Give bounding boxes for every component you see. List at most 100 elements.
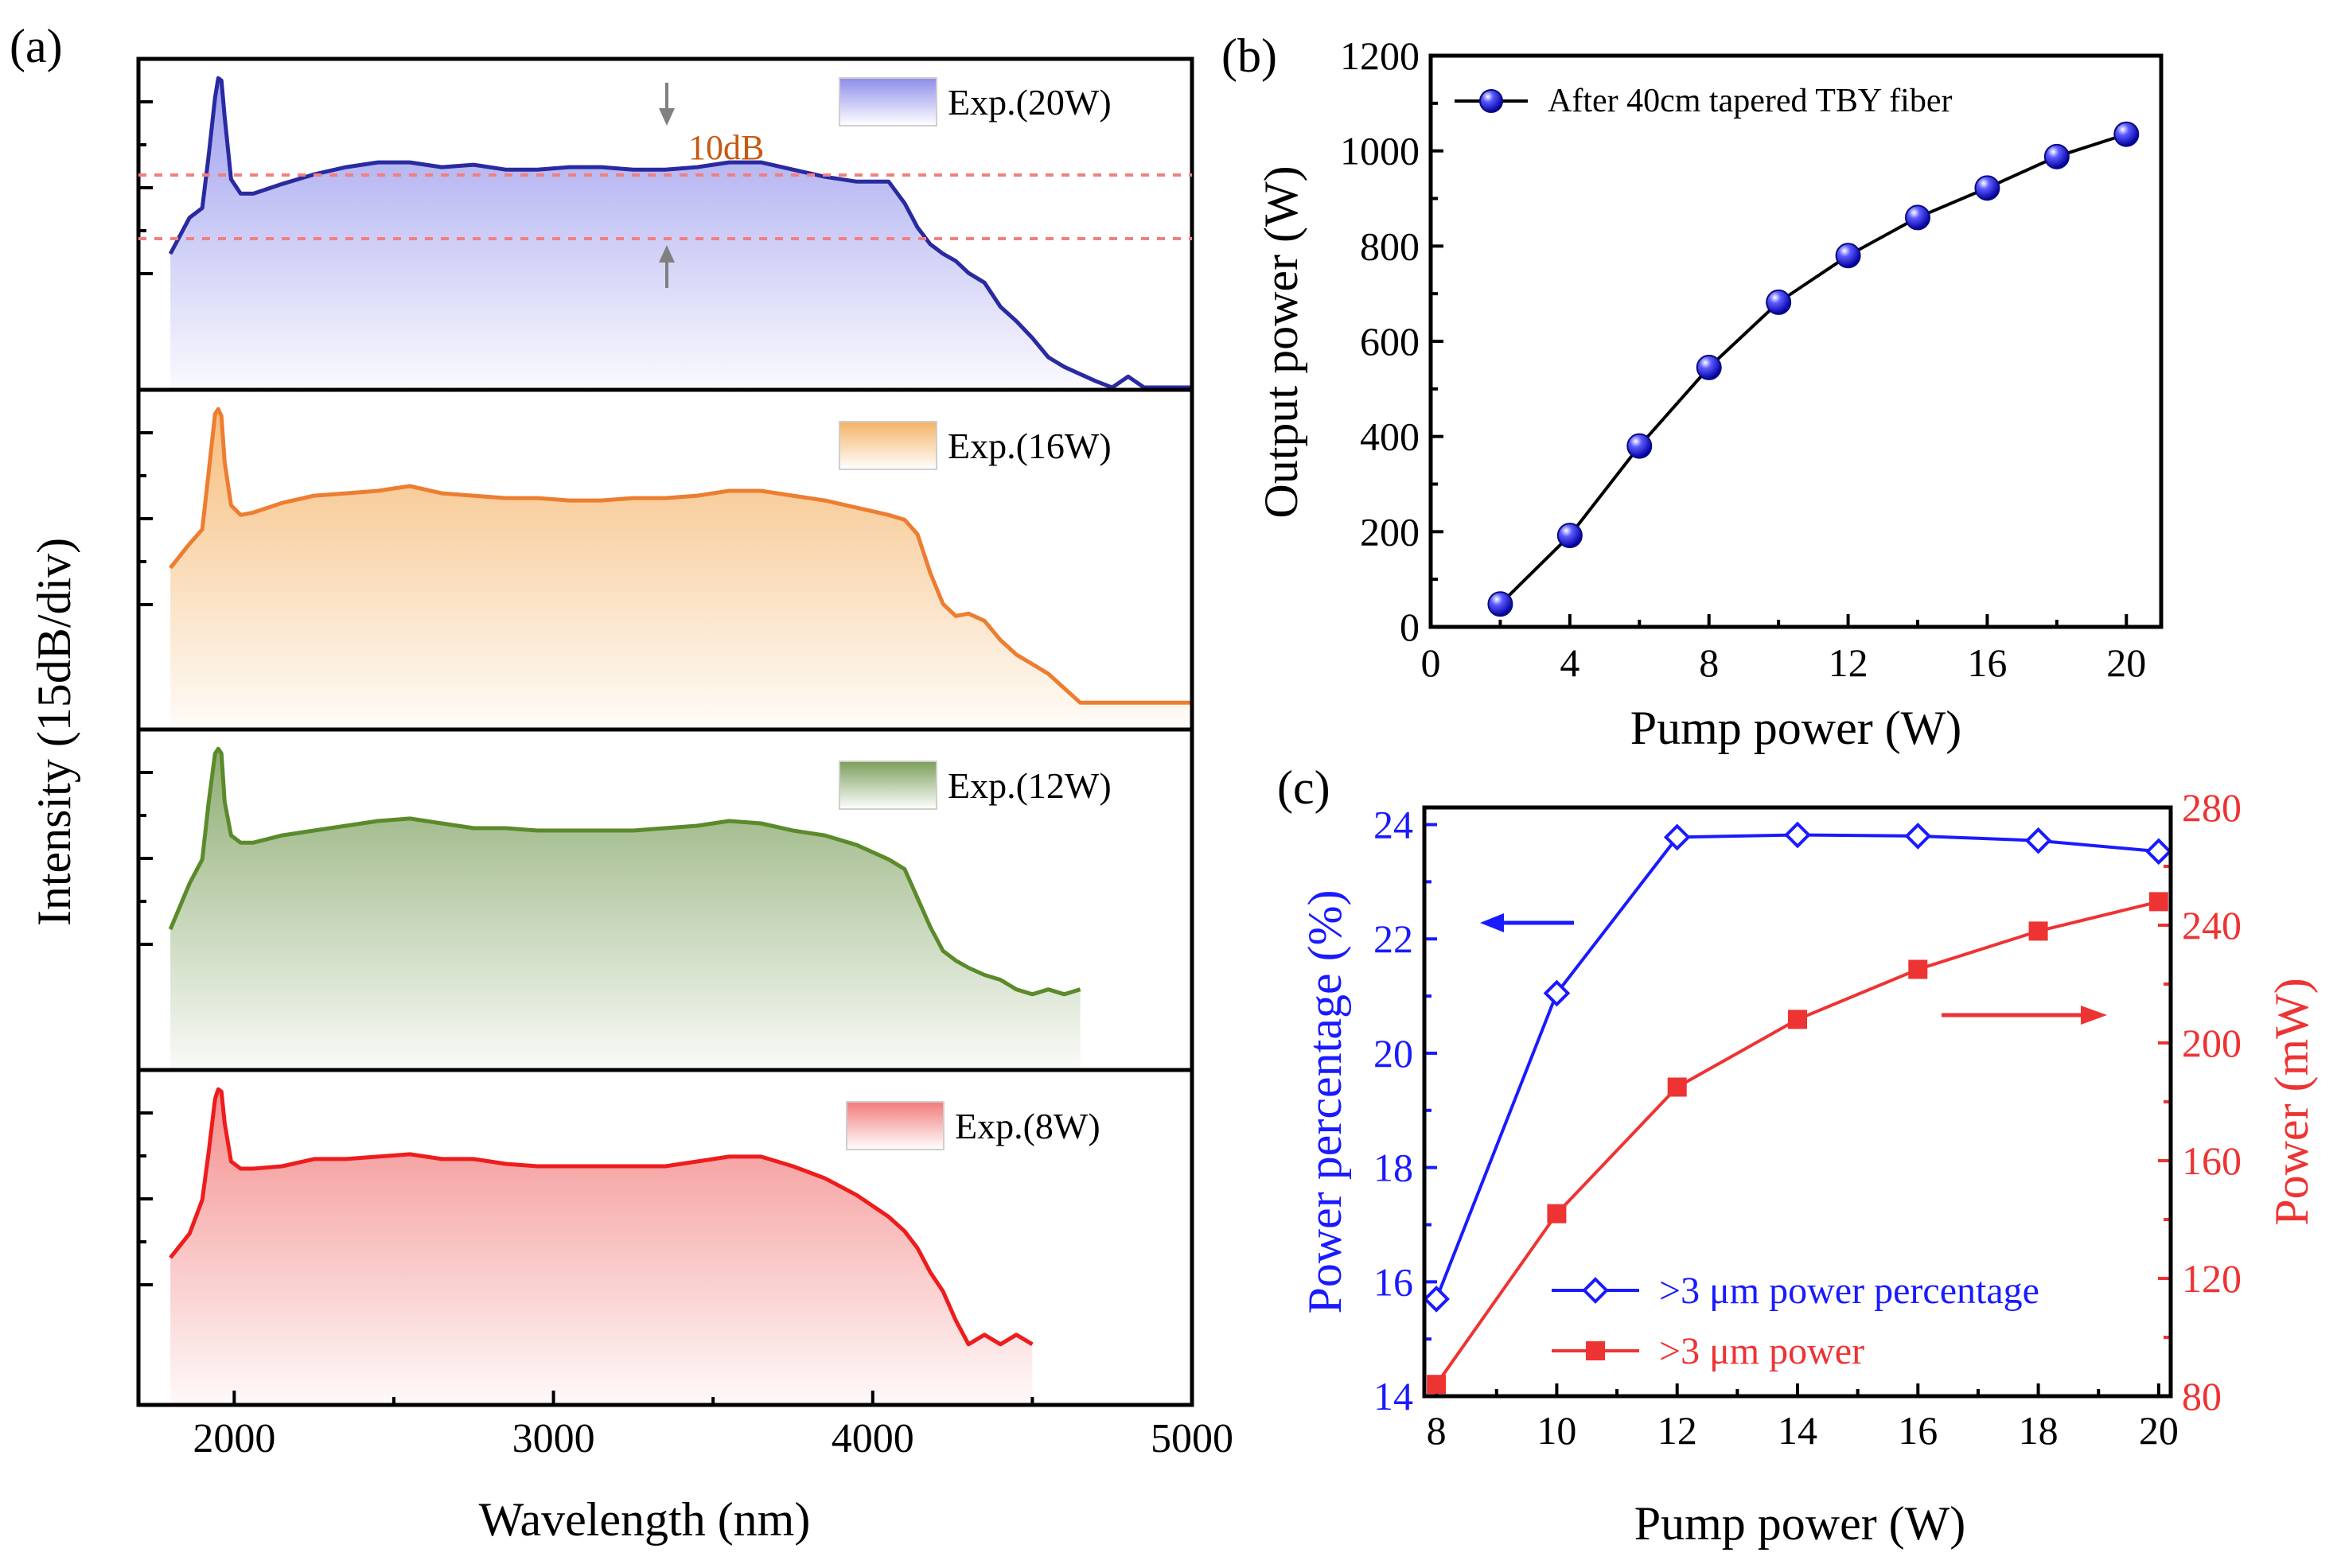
panel-a-label: (a) xyxy=(10,20,63,72)
percentage-data-point xyxy=(2145,838,2172,866)
x-tick-label: 8 xyxy=(1427,1408,1447,1453)
percentage-data-point xyxy=(1543,979,1571,1007)
series-line xyxy=(1498,132,2127,605)
spectrum-line xyxy=(169,1087,1034,1347)
x-tick-label: 14 xyxy=(1778,1408,1817,1453)
data-point xyxy=(1766,289,1792,315)
right-axis-arrow-icon xyxy=(1942,1006,2107,1025)
legend-marker xyxy=(1479,89,1503,113)
power-data-point xyxy=(2028,921,2048,941)
power-data-point xyxy=(1908,959,1928,979)
legend-marker-square xyxy=(1586,1341,1605,1360)
legend-label: Exp.(16W) xyxy=(948,426,1112,466)
legend-label: >3 μm power percentage xyxy=(1659,1270,2039,1312)
up-arrow-head-icon xyxy=(659,245,675,263)
percentage-data-point xyxy=(1904,823,1932,850)
spectrum-area xyxy=(170,78,1193,387)
legend-label: After 40cm tapered TBY fiber xyxy=(1548,83,1952,119)
right-y-tick-label: 200 xyxy=(2182,1021,2242,1065)
spectrum-line xyxy=(168,76,1192,390)
power-data-point xyxy=(1788,1010,1807,1029)
panel-c: (c) 8 10 12 14 16 18 20 14 16 18 20 22 24 80 120 160 200… xyxy=(1277,761,2318,1550)
y-tick-label: 800 xyxy=(1360,224,1420,268)
left-y-tick-label: 22 xyxy=(1373,916,1413,961)
y-tick-label: 1000 xyxy=(1340,129,1420,173)
left-y-tick-label: 20 xyxy=(1373,1031,1413,1076)
panel-c-frame xyxy=(1422,805,2173,1399)
spectrum-subplot: Exp.(16W) xyxy=(138,407,1193,727)
data-point xyxy=(2043,143,2070,169)
power-data-point xyxy=(2148,892,2168,912)
data-point xyxy=(1696,354,1722,380)
spectrum-area xyxy=(170,1089,1033,1403)
percentage-data-point xyxy=(1423,1286,1450,1313)
percentage-data-point xyxy=(1784,821,1811,849)
legend-swatch xyxy=(839,421,937,470)
spectrum-subplot: Exp.(20W) xyxy=(138,76,1193,390)
spectrum-subplot: Exp.(12W) xyxy=(138,746,1112,1068)
data-point xyxy=(2113,121,2140,147)
legend-swatch xyxy=(839,77,937,126)
left-y-tick-label: 14 xyxy=(1373,1374,1413,1418)
panel-c-x-axis-label: Pump power (W) xyxy=(1634,1497,1966,1550)
percentage-data-point xyxy=(2024,827,2052,854)
spectrum-area xyxy=(170,409,1193,727)
panel-c-left-axis-label: Power percentage (%) xyxy=(1299,889,1351,1313)
y-tick-label: 400 xyxy=(1360,414,1420,459)
right-y-tick-label: 160 xyxy=(2182,1138,2242,1183)
legend-label: Exp.(12W) xyxy=(948,765,1112,806)
x-tick-label: 16 xyxy=(1967,640,2007,685)
x-tick-label: 18 xyxy=(2019,1408,2059,1453)
power-data-point xyxy=(1427,1375,1447,1395)
spectrum-line xyxy=(169,407,1192,705)
x-tick-label: 12 xyxy=(1657,1408,1697,1453)
10db-annotation: 10dB xyxy=(138,83,1192,288)
legend-label: >3 μm power xyxy=(1659,1330,1864,1372)
legend-label: Exp.(8W) xyxy=(955,1106,1100,1146)
x-tick-label: 8 xyxy=(1699,640,1719,685)
panel-a-y-axis-label: Intensity (15dB/div) xyxy=(28,538,80,926)
left-y-tick-label: 18 xyxy=(1373,1146,1413,1190)
left-y-tick-label: 24 xyxy=(1373,803,1413,847)
x-tick-label: 4000 xyxy=(832,1416,914,1461)
y-tick-label: 0 xyxy=(1400,605,1420,649)
legend-label: Exp.(20W) xyxy=(948,82,1112,123)
right-y-tick-label: 240 xyxy=(2182,903,2242,947)
x-tick-label: 4 xyxy=(1560,640,1579,685)
panel-b-x-axis-label: Pump power (W) xyxy=(1630,702,1962,754)
x-tick-label: 0 xyxy=(1421,640,1441,685)
data-point xyxy=(1835,243,1861,269)
x-tick-label: 20 xyxy=(2139,1408,2179,1453)
power-data-point xyxy=(1667,1077,1687,1097)
panel-c-legend: >3 μm power percentage >3 μm power xyxy=(1552,1270,2039,1372)
y-tick-label: 1200 xyxy=(1340,33,1420,78)
panel-a-frame xyxy=(136,56,1194,1407)
power-series-line xyxy=(1435,900,2160,1386)
x-tick-label: 5000 xyxy=(1151,1416,1233,1461)
x-tick-label: 12 xyxy=(1829,640,1868,685)
panel-a-x-axis-label: Wavelength (nm) xyxy=(479,1493,811,1546)
percentage-data-point xyxy=(1663,823,1691,851)
x-tick-label: 2000 xyxy=(193,1416,275,1461)
x-tick-label: 20 xyxy=(2106,640,2146,685)
power-data-point xyxy=(1547,1204,1567,1224)
data-point xyxy=(1974,175,2000,201)
data-point xyxy=(1487,591,1513,617)
data-point xyxy=(1905,204,1930,231)
x-tick-label: 10 xyxy=(1537,1408,1576,1453)
legend-swatch xyxy=(839,761,937,810)
spectrum-area xyxy=(170,749,1081,1068)
10db-label: 10dB xyxy=(688,128,764,167)
right-y-tick-label: 80 xyxy=(2182,1374,2222,1418)
data-point xyxy=(1556,523,1583,549)
right-y-tick-label: 120 xyxy=(2182,1256,2242,1301)
panel-a: (a) Exp.(20W)Exp.(16W)Exp.(12W)Exp.(8W) … xyxy=(10,20,1233,1546)
y-tick-label: 600 xyxy=(1360,319,1420,364)
right-y-tick-label: 280 xyxy=(2182,785,2242,830)
left-y-tick-label: 16 xyxy=(1373,1259,1413,1304)
spectrum-line xyxy=(168,746,1081,997)
data-point xyxy=(1626,433,1653,459)
left-axis-arrow-icon xyxy=(1480,913,1574,932)
